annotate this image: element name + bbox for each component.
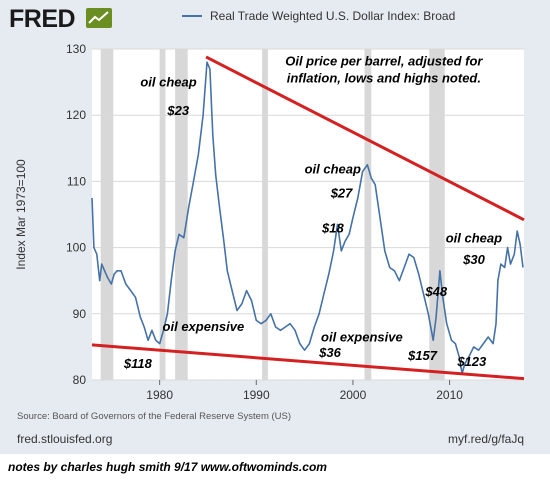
legend-swatch: [182, 15, 202, 17]
y-axis-title: Index Mar 1973=100: [14, 159, 28, 270]
x-tick-label: 2010: [436, 388, 463, 402]
source-note: Source: Board of Governors of the Federa…: [17, 411, 292, 422]
author-notes: notes by charles hugh smith 9/17 www.oft…: [8, 460, 327, 474]
annotation-price-27: $27: [330, 185, 353, 200]
chart-legend: Real Trade Weighted U.S. Dollar Index: B…: [182, 9, 455, 23]
annotation-price-36: $36: [318, 345, 341, 360]
annotation-price-118: $118: [123, 356, 153, 371]
annotation-cheap-3: oil cheap: [446, 230, 502, 245]
annotation-price-157: $157: [407, 348, 438, 363]
annotation-note: inflation, lows and highs noted.: [287, 71, 481, 86]
annotation-price-30: $30: [462, 252, 485, 267]
chart-plot: 80 90 100 110 120 130 1980 1990 2000 2010 Index Ma…: [14, 42, 525, 402]
recession-band: [262, 49, 268, 380]
y-tick-label: 130: [66, 42, 86, 56]
author-notes-bar: notes by charles hugh smith 9/17 www.oft…: [0, 454, 550, 482]
annotation-price-48: $48: [424, 284, 447, 299]
legend-label: Real Trade Weighted U.S. Dollar Index: B…: [210, 9, 456, 23]
x-tick-label: 2000: [340, 388, 367, 402]
y-tick-label: 100: [66, 241, 86, 255]
annotation-note: Oil price per barrel, adjusted for: [285, 54, 483, 69]
annotation-expensive-1: oil expensive: [163, 319, 245, 334]
y-tick-label: 120: [66, 108, 86, 122]
annotation-cheap-1: oil cheap: [140, 75, 196, 90]
annotation-expensive-2: oil expensive: [321, 330, 403, 345]
annotation-price-123: $123: [456, 354, 487, 369]
x-tick-label: 1980: [146, 388, 173, 402]
chart-frame: FRED Real Trade Weighted U.S. Dollar Ind…: [0, 0, 550, 454]
recession-band: [100, 49, 114, 380]
plot-area: [92, 49, 524, 380]
annotation-price-18: $18: [321, 220, 344, 235]
recession-band: [429, 49, 445, 380]
x-tick-label: 1990: [243, 388, 270, 402]
series-line: [91, 61, 524, 375]
y-tick-label: 80: [73, 373, 87, 387]
recession-band: [175, 49, 188, 380]
site-link[interactable]: fred.stlouisfed.org: [17, 432, 113, 446]
fred-trend-icon: [86, 8, 112, 28]
annotation-cheap-2: oil cheap: [305, 161, 361, 176]
annotation-price-23: $23: [166, 103, 189, 118]
y-tick-label: 90: [73, 307, 87, 321]
trend-line: [205, 55, 525, 222]
fred-logo[interactable]: FRED: [9, 5, 76, 33]
permalink[interactable]: myf.red/g/faJq: [448, 432, 525, 446]
recession-band: [159, 49, 166, 380]
y-tick-label: 110: [67, 174, 86, 188]
trend-line: [91, 343, 525, 381]
recession-band: [364, 49, 372, 380]
